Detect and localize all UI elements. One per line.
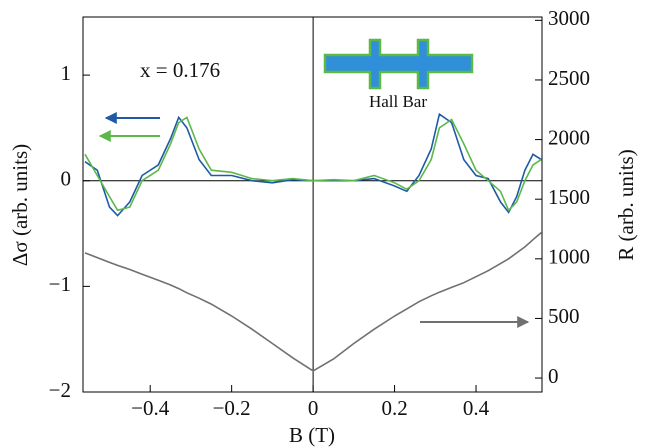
x-tick-label: 0.2 (381, 396, 407, 420)
y2-tick-label: 1500 (548, 185, 590, 209)
hall-bar-icon (323, 38, 474, 90)
annotation: x = 0.176 (140, 58, 220, 82)
plot-frame (82, 16, 543, 393)
y2-tick-label: 0 (548, 364, 559, 388)
annotation: Hall Bar (369, 92, 427, 111)
x-tick-label: −0.2 (213, 396, 251, 420)
x-tick-label: 0.4 (463, 396, 490, 420)
y2-axis-label: R (arb. units) (614, 149, 638, 260)
y-axis-label: Δσ (arb. units) (8, 144, 32, 266)
y2-tick-label: 2000 (548, 125, 590, 149)
y-tick-label: 0 (61, 167, 72, 191)
data-line (84, 116, 542, 212)
y2-tick-label: 1000 (548, 245, 590, 269)
y-tick-label: −2 (49, 378, 71, 402)
x-axis-label: B (T) (289, 423, 335, 447)
y2-tick-label: 2500 (548, 66, 590, 90)
y2-tick-label: 500 (548, 304, 580, 328)
x-tick-label: −0.4 (131, 396, 170, 420)
y-tick-label: 1 (61, 61, 72, 85)
data-line (84, 231, 542, 372)
y2-tick-label: 3000 (548, 6, 590, 30)
x-tick-label: 0 (308, 396, 319, 420)
data-line (84, 112, 542, 217)
y-tick-label: −1 (49, 272, 71, 296)
